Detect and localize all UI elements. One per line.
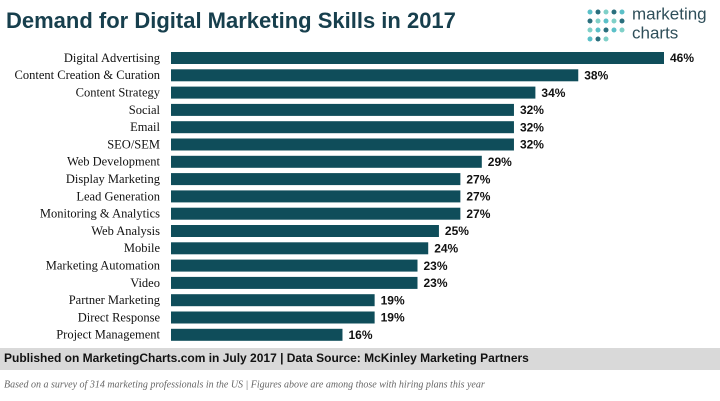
value-label: 19% [381,311,405,325]
bar [171,276,418,289]
category-label: Content Strategy [76,85,161,99]
value-label: 32% [520,138,544,152]
category-label: Display Marketing [66,172,161,186]
value-label: 32% [520,120,544,134]
logo-text: charts [632,23,678,42]
category-label: Web Analysis [91,224,160,238]
bar [171,259,418,272]
logo-text: marketing [632,4,707,23]
value-label: 23% [424,259,448,273]
bar [171,190,461,203]
bar [171,52,664,64]
category-label: SEO/SEM [107,137,160,151]
bar [171,69,579,82]
value-label: 16% [348,328,372,342]
bar [171,225,439,237]
category-label: Mobile [124,241,161,255]
value-label: 32% [520,103,544,117]
source: Published on MarketingCharts.com in July… [4,351,529,365]
bar [171,311,375,324]
category-label: Lead Generation [76,189,160,203]
value-label: 38% [584,68,608,82]
bar [171,103,514,116]
bar [171,121,514,134]
value-label: 27% [466,190,490,204]
category-label: Project Management [56,328,160,342]
value-label: 19% [381,293,405,307]
bar [171,138,514,151]
bar [171,294,375,307]
category-label: Content Creation & Curation [15,68,161,82]
category-label: Email [130,120,160,134]
value-label: 25% [445,224,469,238]
bar [171,155,482,168]
value-label: 34% [541,86,565,100]
bar [171,173,461,186]
value-label: 24% [434,241,458,255]
chart-title: Demand for Digital Marketing Skills in 2… [6,8,456,33]
logo-dots [587,9,625,42]
footer-band [0,348,720,370]
bar [171,207,461,220]
category-label: Direct Response [78,310,161,324]
category-label: Social [129,103,161,117]
value-label: 46% [670,51,694,65]
bar [171,242,429,255]
value-label: 27% [466,207,490,221]
category-label: Video [130,276,160,290]
category-label: Digital Advertising [64,51,161,65]
category-label: Monitoring & Analytics [40,207,160,221]
bar [171,86,536,99]
value-label: 23% [424,276,448,290]
category-label: Partner Marketing [69,293,161,307]
bar [171,328,343,341]
note: Based on a survey of 314 marketing profe… [4,379,485,390]
category-label: Web Development [67,155,161,169]
value-label: 27% [466,172,490,186]
value-label: 29% [488,155,512,169]
category-label: Marketing Automation [46,258,161,272]
